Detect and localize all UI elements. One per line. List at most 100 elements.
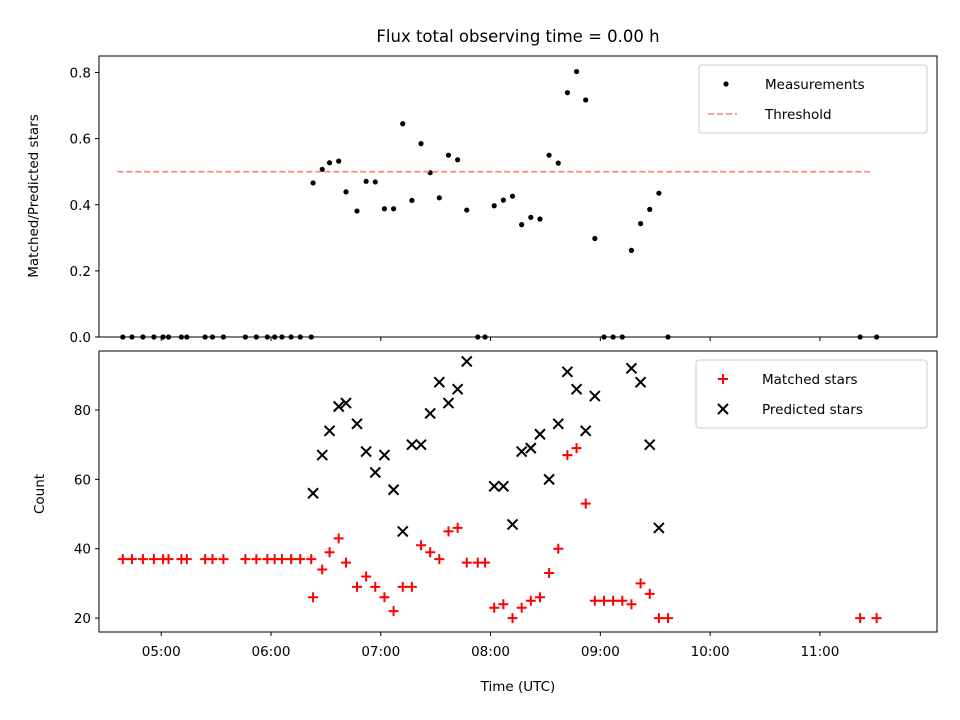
data-point xyxy=(324,547,335,558)
data-point xyxy=(635,578,646,589)
data-point xyxy=(351,581,362,592)
y-axis-label-count: Count xyxy=(32,474,48,514)
data-point xyxy=(663,613,674,624)
data-point xyxy=(397,581,408,592)
data-point xyxy=(570,383,583,395)
data-point xyxy=(534,592,545,603)
y-tick-label: 80 xyxy=(74,403,91,419)
series-predicted-stars xyxy=(307,355,665,538)
y-axis-label-ratio: Matched/Predicted stars xyxy=(26,114,42,277)
series-measurements xyxy=(120,68,880,340)
data-point xyxy=(647,206,653,212)
data-point xyxy=(598,595,609,606)
data-point xyxy=(489,602,500,613)
y-tick-label: 0.0 xyxy=(70,330,91,346)
data-point xyxy=(442,397,455,409)
legend-box xyxy=(695,359,928,429)
data-point xyxy=(307,487,319,499)
data-point xyxy=(406,581,417,592)
data-point xyxy=(592,235,598,242)
x-tick-label: 11:00 xyxy=(800,644,839,660)
legend-label: Predicted stars xyxy=(762,402,863,418)
data-point xyxy=(276,554,287,565)
data-point xyxy=(497,480,510,493)
data-point xyxy=(148,554,159,565)
data-point xyxy=(855,613,866,624)
series-matched-stars xyxy=(117,443,882,624)
data-point xyxy=(333,533,344,544)
data-point xyxy=(608,595,619,606)
data-point xyxy=(637,221,644,227)
data-point xyxy=(137,554,148,565)
x-tick-label: 07:00 xyxy=(361,644,400,660)
data-point xyxy=(409,197,415,204)
data-point xyxy=(360,445,372,458)
data-point xyxy=(416,540,427,551)
data-point xyxy=(340,397,352,409)
data-point xyxy=(564,90,571,96)
data-point xyxy=(207,554,218,565)
data-point xyxy=(434,554,445,565)
chart-title: Flux total observing time = 0.00 h xyxy=(376,27,659,46)
data-point xyxy=(571,443,582,454)
data-point xyxy=(415,438,427,451)
data-point xyxy=(528,214,534,220)
data-point xyxy=(326,160,333,166)
data-point xyxy=(379,592,390,603)
data-point xyxy=(436,195,442,201)
data-point xyxy=(443,526,454,537)
data-point xyxy=(580,498,591,509)
legend-handle xyxy=(718,374,728,384)
data-point xyxy=(871,613,882,624)
legend: Matched stars Predicted stars xyxy=(695,359,928,429)
data-point xyxy=(397,525,409,538)
data-point xyxy=(240,554,251,565)
data-point xyxy=(387,484,400,496)
data-point xyxy=(218,554,229,565)
data-point xyxy=(310,180,316,186)
data-point xyxy=(498,599,509,610)
data-point xyxy=(361,571,372,582)
data-point xyxy=(317,564,328,575)
data-point xyxy=(332,400,345,413)
data-point xyxy=(461,557,472,568)
data-point xyxy=(589,595,600,606)
data-point xyxy=(509,193,516,199)
data-point xyxy=(424,407,436,420)
data-point xyxy=(319,166,325,172)
plot-frame xyxy=(98,350,938,633)
data-point xyxy=(378,449,391,461)
legend-handle xyxy=(723,81,729,87)
data-point xyxy=(617,595,628,606)
data-point xyxy=(286,554,297,565)
data-point xyxy=(534,428,546,440)
data-point xyxy=(507,613,518,624)
data-point xyxy=(308,592,319,603)
data-point xyxy=(388,606,399,617)
data-point xyxy=(544,568,555,579)
data-point xyxy=(455,157,461,163)
legend: Measurements Threshold xyxy=(698,64,928,134)
data-point xyxy=(406,438,418,451)
y-tick-label: 0.2 xyxy=(70,264,91,280)
data-point xyxy=(579,425,592,437)
data-point xyxy=(323,425,336,437)
data-point xyxy=(506,518,519,531)
y-tick-label: 0.6 xyxy=(70,132,91,148)
data-point xyxy=(390,206,397,212)
x-tick-label: 08:00 xyxy=(471,644,510,660)
data-point xyxy=(573,68,580,75)
data-point xyxy=(500,197,506,203)
data-point xyxy=(525,595,536,606)
y-tick-label: 60 xyxy=(74,472,91,488)
data-point xyxy=(626,599,637,610)
count-panel: 20 40 60 80 05:00 06:00 07:00 08:00 09:00 10:00 11… xyxy=(74,350,938,660)
data-point xyxy=(126,554,137,565)
data-point xyxy=(427,170,433,176)
data-point xyxy=(163,554,174,565)
data-point xyxy=(445,152,452,158)
data-point xyxy=(381,206,388,212)
data-point xyxy=(295,554,306,565)
ratio-panel: 0.0 0.2 0.4 0.6 0.8 Measurements Threshold xyxy=(70,55,938,346)
